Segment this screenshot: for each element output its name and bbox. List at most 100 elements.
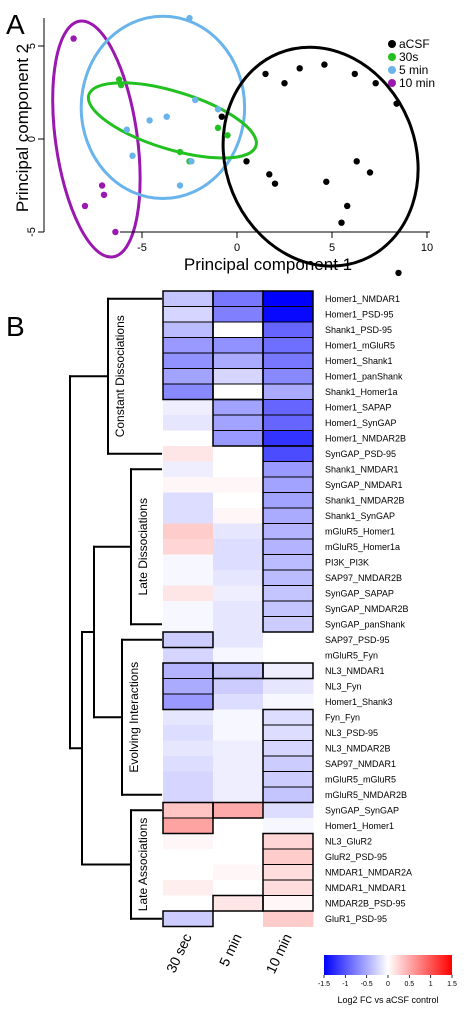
heatmap-cell — [263, 523, 314, 540]
heatmap-cell — [163, 322, 214, 338]
heatmap-cell — [213, 663, 264, 679]
heatmap-cell — [163, 663, 214, 679]
row-label: PI3K_PI3K — [325, 557, 369, 567]
heatmap-cell — [213, 632, 264, 648]
heatmap-cell — [163, 554, 214, 571]
heatmap-cell — [213, 322, 264, 338]
heatmap-cell — [163, 725, 214, 741]
heatmap-cell — [263, 570, 314, 586]
heatmap-cell — [213, 694, 264, 710]
scatter-point — [214, 124, 222, 132]
heatmap-cell — [213, 787, 264, 803]
scatter-point — [146, 117, 153, 124]
heatmap-cell — [213, 446, 264, 462]
heatmap-cell — [213, 585, 264, 602]
heatmap-cell — [263, 616, 314, 633]
legend-label: 10 min — [399, 76, 435, 90]
scatter-point — [262, 70, 269, 78]
row-label: SAP97_NMDAR1 — [325, 759, 396, 769]
heatmap-cell — [263, 415, 314, 431]
colorbar-title: Log2 FC vs aCSF control — [337, 995, 438, 1005]
scatter-points — [70, 14, 402, 277]
heatmap-cell — [163, 337, 214, 354]
scatter-point — [98, 182, 106, 189]
heatmap-cell — [213, 818, 264, 834]
row-label: NL3_Fyn — [325, 681, 362, 691]
scatter-point — [372, 80, 379, 87]
heatmap-cell — [263, 818, 314, 834]
colorbar-tick-label: 1.5 — [447, 981, 457, 988]
scatter-point — [393, 100, 400, 107]
row-label: Shank1_SynGAP — [325, 511, 395, 521]
heatmap-cell — [213, 864, 264, 881]
scatter-point — [296, 65, 303, 72]
row-label: NL3_PSD-95 — [325, 728, 378, 738]
heatmap-cell — [163, 756, 214, 772]
heatmap-cell — [163, 601, 214, 617]
heatmap-cell — [213, 802, 264, 819]
cluster-ellipses — [51, 14, 420, 268]
heatmap-cell — [213, 384, 264, 400]
heatmap-cell — [163, 818, 214, 834]
scatter-point — [281, 80, 288, 87]
row-label: SynGAP_NMDAR2B — [325, 604, 409, 614]
heatmap-cell — [263, 911, 314, 927]
heatmap-cell — [263, 709, 314, 726]
row-label: SynGAP_SAPAP — [325, 588, 394, 598]
heatmap-cell — [263, 647, 314, 664]
heatmap-cell — [163, 430, 214, 447]
heatmap-cell — [163, 911, 214, 927]
heatmap-cell — [213, 492, 264, 509]
heatmap-cell — [263, 895, 314, 912]
row-label: mGluR5_Homer1a — [325, 542, 400, 552]
scatter-point — [129, 152, 136, 159]
heatmap-cell — [263, 461, 314, 478]
heatmap-cell — [263, 585, 314, 602]
heatmap-cell — [263, 322, 314, 338]
row-label: NMDAR2B_PSD-95 — [325, 898, 406, 908]
pca-scatter-chart: -5 0 5 10 -5 0 5 Principal component 1 Princi… — [13, 14, 435, 277]
highlight-box-outer — [262, 662, 314, 680]
scatter-point — [192, 96, 199, 104]
heatmap-cell — [163, 461, 214, 478]
heatmap-cell — [263, 802, 314, 819]
scatter-point — [214, 106, 222, 113]
highlight-box-outer — [212, 894, 264, 912]
heatmap-cell — [213, 337, 264, 354]
row-label: SAP97_PSD-95 — [325, 635, 390, 645]
row-label: NL3_NMDAR1 — [325, 666, 385, 676]
row-label: GluR1_PSD-95 — [325, 914, 387, 924]
colorbar-tick-label: 0 — [386, 981, 390, 988]
scatter-point — [176, 148, 184, 156]
heatmap-cell — [213, 554, 264, 571]
scatter-point — [117, 81, 125, 89]
colorbar-tick-label: 1 — [429, 981, 433, 988]
heatmap-cell — [163, 880, 214, 896]
highlight-box-outer — [212, 801, 264, 819]
heatmap-cell — [163, 523, 214, 540]
row-label: Homer1_SynGAP — [325, 418, 397, 428]
scatter-point — [395, 269, 402, 277]
x-axis-ticks: -5 0 5 10 — [137, 232, 433, 254]
row-dendrogram — [69, 297, 162, 920]
heatmap-cell — [163, 492, 214, 509]
heatmap-cell — [263, 368, 314, 385]
heatmap-cell — [263, 678, 314, 695]
heatmap-cell — [213, 880, 264, 896]
row-label: mGluR5_mGluR5 — [325, 774, 396, 784]
row-group-labels: Constant Dissociations Late Dissociations… — [113, 315, 150, 911]
scatter-point — [344, 202, 351, 210]
panel-b-letter: B — [6, 311, 25, 342]
heatmap-cell — [163, 694, 214, 710]
legend-label: aCSF — [399, 37, 430, 51]
cluster-ellipse-1 — [79, 14, 247, 201]
y-axis-label: Principal component 2 — [13, 44, 32, 212]
scatter-point — [123, 126, 130, 133]
highlight-boxes — [162, 290, 314, 928]
row-label: SAP97_NMDAR2B — [325, 573, 402, 583]
legend-marker — [388, 79, 396, 87]
row-label: Shank1_NMDAR1 — [325, 464, 399, 474]
heatmap-cell — [163, 508, 214, 524]
